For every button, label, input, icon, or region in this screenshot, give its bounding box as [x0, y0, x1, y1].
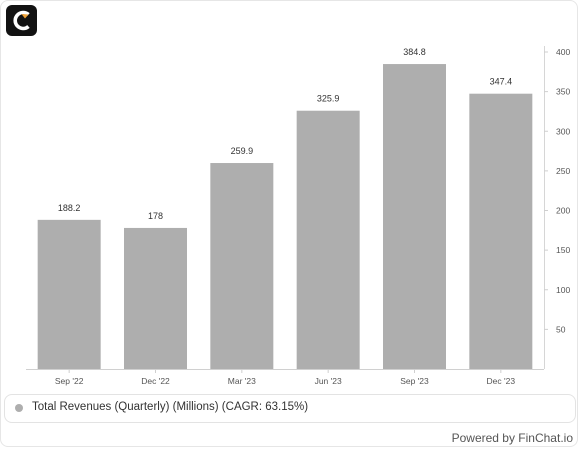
- legend-series-dot: [15, 404, 23, 412]
- bar-4: [296, 110, 360, 370]
- bar-value-label: 325.9: [317, 94, 340, 104]
- legend-series-label: Total Revenues (Quarterly) (Millions) (C…: [32, 401, 309, 413]
- bar-3: [210, 163, 274, 369]
- y-tick-label: 200: [556, 206, 570, 216]
- bar-value-label: 178: [148, 211, 163, 221]
- bar-1: [37, 219, 101, 369]
- finchat-logo: [6, 5, 37, 36]
- powered-by-text: Powered by FinChat.io: [451, 431, 573, 445]
- y-tick-label: 250: [556, 166, 570, 176]
- y-tick-label: 400: [556, 47, 570, 57]
- y-tick-label: 100: [556, 285, 570, 295]
- y-tick-label: 300: [556, 126, 570, 136]
- x-tick-label: Sep '22: [55, 376, 84, 386]
- bar-value-label: 347.4: [490, 77, 513, 87]
- bar-5: [383, 64, 446, 370]
- x-tick-label: Sep '23: [400, 376, 429, 386]
- bar-value-label: 384.8: [403, 47, 426, 57]
- bar-2: [124, 227, 187, 369]
- x-tick-label: Jun '23: [315, 376, 342, 386]
- bar-6: [469, 93, 533, 370]
- x-tick-label: Mar '23: [228, 376, 256, 386]
- y-tick-label: 50: [556, 324, 566, 334]
- x-tick-label: Dec '23: [487, 376, 516, 386]
- y-tick-label: 150: [556, 245, 570, 255]
- x-tick-label: Dec '22: [141, 376, 170, 386]
- y-tick-label: 350: [556, 87, 570, 97]
- bar-value-label: 259.9: [231, 146, 254, 156]
- legend[interactable]: Total Revenues (Quarterly) (Millions) (C…: [4, 394, 576, 423]
- bar-chart: 50 100 150 200 250 300 350 400 188.2 Sep '22 178 De…: [26, 46, 570, 386]
- finchat-logo-icon: [13, 10, 30, 31]
- bar-value-label: 188.2: [58, 203, 81, 213]
